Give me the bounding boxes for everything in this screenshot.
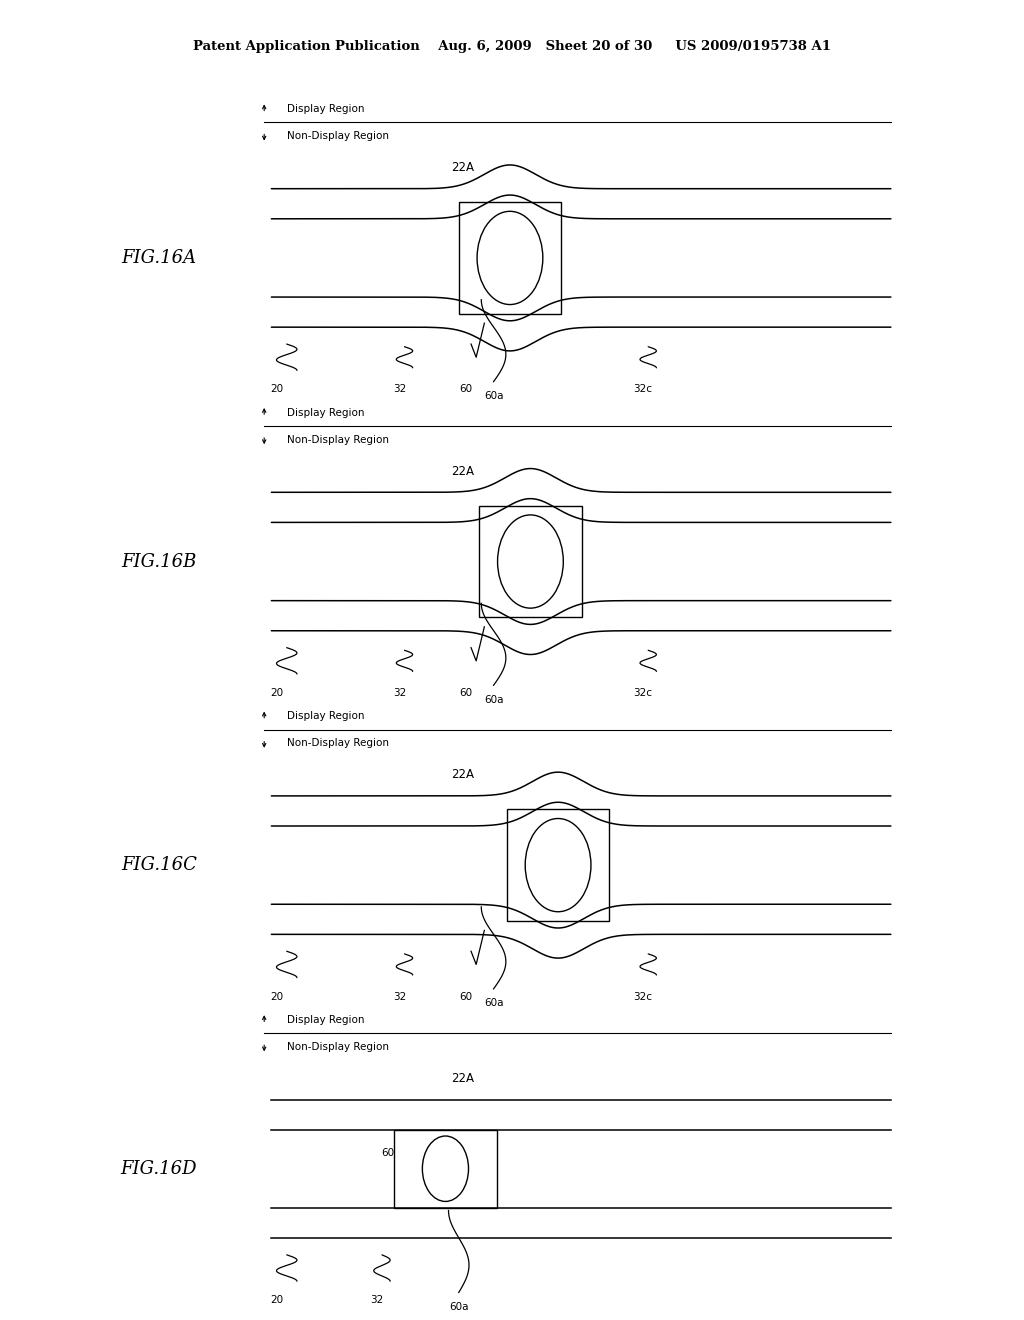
Text: 20: 20 [270,688,283,698]
Text: Patent Application Publication    Aug. 6, 2009   Sheet 20 of 30     US 2009/0195: Patent Application Publication Aug. 6, 2… [193,40,831,53]
Text: 60a: 60a [483,998,504,1008]
Text: 32c: 32c [634,688,652,698]
Text: 32c: 32c [634,991,652,1002]
Bar [479,506,582,618]
Text: Display Region: Display Region [287,408,365,417]
Text: Display Region: Display Region [287,104,365,114]
Text: 60: 60 [460,991,472,1002]
Text: FIG.16A: FIG.16A [121,249,197,267]
Bar [459,202,561,314]
Text: Display Region: Display Region [287,1015,365,1024]
Bar [507,809,609,921]
Text: 22A: 22A [452,161,474,174]
Text: 20: 20 [270,991,283,1002]
Text: 22A: 22A [452,465,474,478]
Text: FIG.16C: FIG.16C [121,857,197,874]
Text: 60a: 60a [483,694,504,705]
Text: 32: 32 [393,991,406,1002]
Text: 32: 32 [371,1295,383,1305]
Text: Non-Display Region: Non-Display Region [287,738,389,748]
Text: 32: 32 [393,384,406,395]
Text: 60a: 60a [449,1302,469,1312]
Text: Display Region: Display Region [287,711,365,721]
Text: 20: 20 [270,384,283,395]
Text: 60: 60 [381,1148,394,1158]
Text: 22A: 22A [452,1072,474,1085]
Text: 20: 20 [270,1295,283,1305]
Text: 60: 60 [460,688,472,698]
Text: Non-Display Region: Non-Display Region [287,434,389,445]
Text: 60a: 60a [483,391,504,401]
Text: FIG.16B: FIG.16B [121,553,197,570]
Text: Non-Display Region: Non-Display Region [287,131,389,141]
Text: Non-Display Region: Non-Display Region [287,1041,389,1052]
Text: 60: 60 [460,384,472,395]
Text: 22A: 22A [452,768,474,781]
Text: 32c: 32c [634,384,652,395]
Bar [394,1130,497,1208]
Text: FIG.16D: FIG.16D [121,1160,197,1177]
Text: 32: 32 [393,688,406,698]
